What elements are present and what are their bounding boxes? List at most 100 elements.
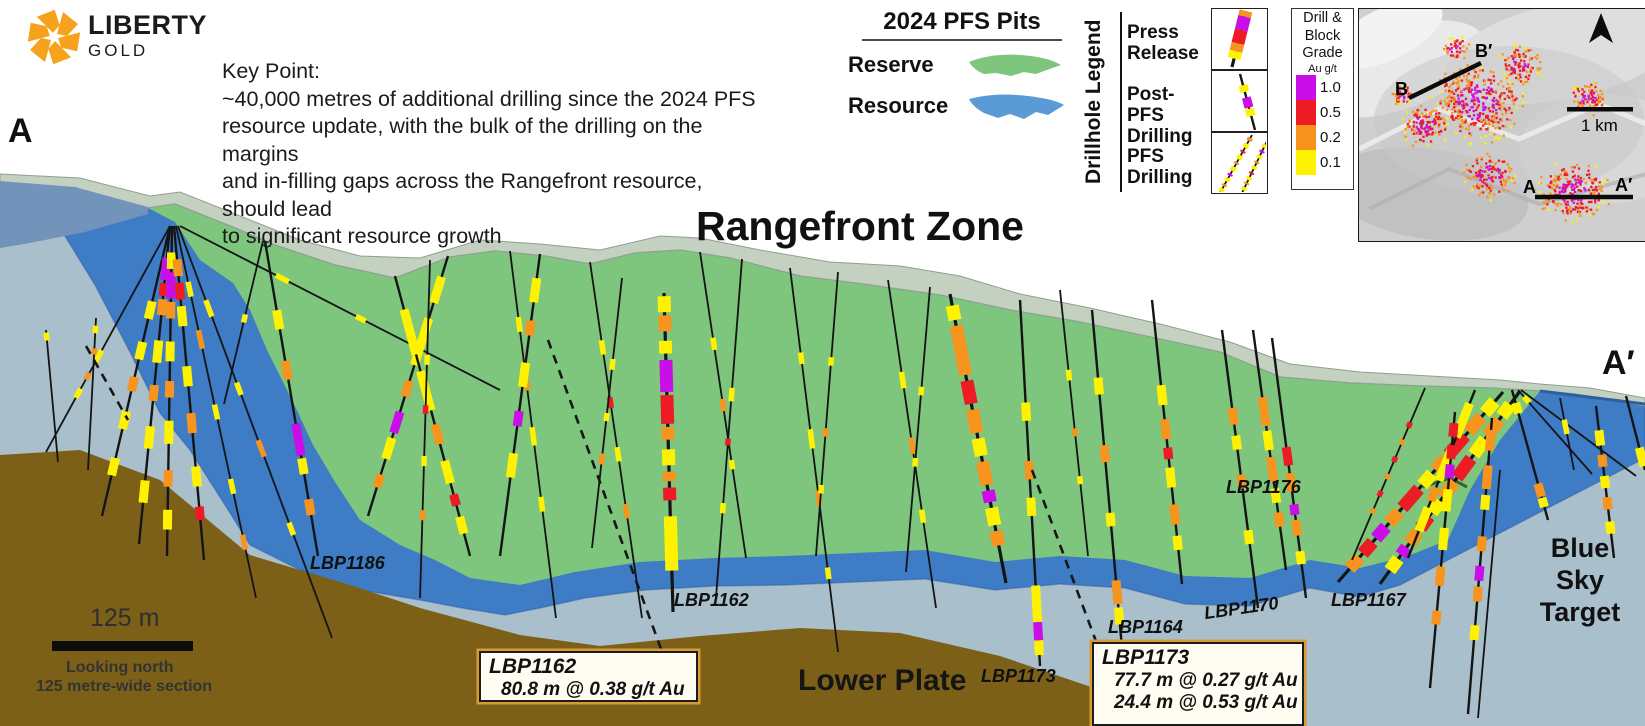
assay-interval: [1484, 429, 1496, 451]
drillhole: [1227, 9, 1253, 68]
assay-interval: [1384, 507, 1404, 528]
section-end-a: A: [8, 112, 33, 150]
assay-interval: [1434, 566, 1446, 587]
assay-interval: [1238, 84, 1250, 94]
assay-interval: [971, 437, 988, 458]
callout-intercept: 80.8 m @ 0.38 g/t Au: [501, 679, 685, 700]
assay-interval: [1395, 543, 1412, 559]
assay-interval: [1071, 428, 1079, 437]
post-pfs-sample-box: [1211, 70, 1268, 132]
drillhole: [1624, 395, 1645, 471]
grade-swatch-0.1: [1296, 149, 1316, 175]
assay-interval: [203, 299, 215, 318]
assay-interval: [43, 332, 50, 341]
logo-sub: GOLD: [88, 41, 149, 60]
drillhole: [1018, 299, 1044, 667]
drillhole: [1059, 289, 1089, 557]
key-point-line: resource update, with the bulk of the dr…: [222, 114, 703, 166]
key-point-line: to significant resource growth: [222, 224, 502, 248]
assay-interval: [1113, 607, 1125, 625]
assay-interval: [1243, 181, 1250, 186]
post-pfs-drilling-label: Post-PFS Drilling: [1127, 84, 1193, 147]
assay-interval: [710, 337, 718, 351]
assay-interval: [966, 408, 984, 434]
assay-interval: [1594, 429, 1606, 447]
drillhole: [1378, 390, 1522, 585]
assay-interval: [949, 324, 973, 377]
assay-interval: [1391, 455, 1399, 464]
assay-interval: [156, 298, 168, 316]
assay-interval: [126, 375, 140, 393]
assay-interval: [1438, 527, 1449, 551]
drillhole: [1351, 387, 1426, 561]
drillhole: [715, 258, 743, 599]
assay-interval: [1344, 553, 1365, 573]
assay-interval: [449, 493, 461, 507]
assay-interval: [297, 457, 309, 475]
assay-interval: [186, 412, 198, 434]
map-label-a-prime: A′: [1615, 175, 1632, 195]
assay-interval: [661, 449, 676, 466]
assay-interval: [286, 521, 297, 536]
hole-label-lbp1167: LBP1167: [1331, 590, 1406, 610]
assay-interval: [240, 313, 249, 324]
assay-interval: [165, 341, 175, 362]
assay-interval: [272, 309, 285, 330]
reserve-pit-swatch: [969, 54, 1061, 76]
assay-interval: [92, 325, 99, 334]
assay-interval: [118, 410, 131, 431]
assay-interval: [191, 466, 202, 487]
assay-interval: [1223, 176, 1231, 183]
reserve-legend-row: Reserve: [848, 50, 1083, 80]
assay-interval: [166, 301, 176, 319]
assay-interval: [152, 340, 164, 364]
assay-interval: [1221, 182, 1228, 188]
section-line-b: [1408, 60, 1482, 101]
assay-interval: [1289, 503, 1300, 516]
assay-interval: [658, 340, 673, 354]
drillhole: [887, 279, 937, 609]
assay-interval: [1163, 447, 1174, 460]
assay-interval: [908, 437, 917, 455]
press-release-label: Press Release: [1127, 22, 1199, 64]
assay-interval: [1156, 384, 1168, 406]
drillhole: [1238, 73, 1257, 130]
logo-petal: [48, 41, 72, 64]
grade-swatch-0.5: [1296, 99, 1316, 125]
assay-interval: [598, 339, 607, 355]
drillhole: [1466, 417, 1496, 715]
fault-line: [546, 339, 670, 669]
assay-interval: [1266, 456, 1279, 482]
grade-legend-title: Drill &: [1303, 10, 1342, 26]
assay-interval: [827, 356, 835, 366]
assay-interval: [1238, 9, 1253, 19]
hole-label-lbp1186: LBP1186: [310, 553, 385, 573]
assay-interval: [918, 509, 927, 524]
drillhole: [815, 271, 839, 557]
assay-interval: [1446, 444, 1457, 460]
assay-interval: [455, 515, 469, 535]
assay-interval: [1397, 484, 1424, 513]
drillhole: [657, 292, 679, 613]
assay-interval: [1241, 96, 1254, 109]
assay-interval: [609, 358, 616, 371]
drillhole: [175, 225, 257, 599]
assay-interval: [985, 506, 1002, 527]
key-point-text: Key Point: ~40,000 metres of additional …: [222, 58, 762, 251]
map-label-a: A: [1523, 177, 1536, 197]
assay-interval: [529, 426, 538, 446]
drillhole: [1240, 138, 1266, 192]
assay-interval: [1472, 586, 1483, 602]
assay-interval: [719, 502, 727, 514]
slate-cap-polygon: [0, 181, 148, 248]
callout-lbp1162: LBP1162 80.8 m @ 0.38 g/t Au: [479, 651, 698, 702]
assay-interval: [233, 381, 244, 396]
grade-stop-row: 0.1: [1292, 149, 1353, 175]
assay-interval: [1476, 536, 1487, 552]
drillhole: [1251, 329, 1288, 571]
grade-stop-row: 1.0: [1292, 74, 1353, 100]
assay-interval: [1285, 472, 1297, 492]
assay-interval: [614, 446, 622, 462]
assay-interval: [1481, 464, 1493, 490]
